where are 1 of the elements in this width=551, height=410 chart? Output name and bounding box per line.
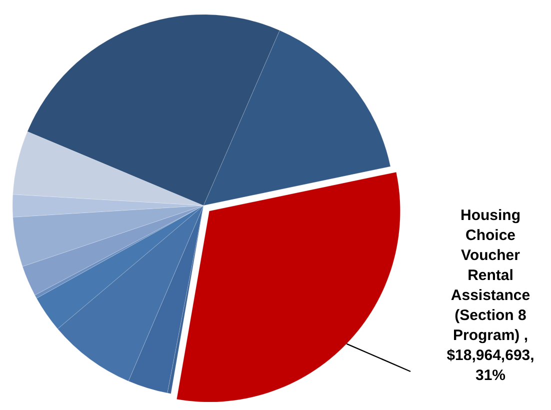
category-label: Housing Choice Voucher Rental Assistance (Section 8 Program) , $18,964,693, 31% [446,207,534,384]
